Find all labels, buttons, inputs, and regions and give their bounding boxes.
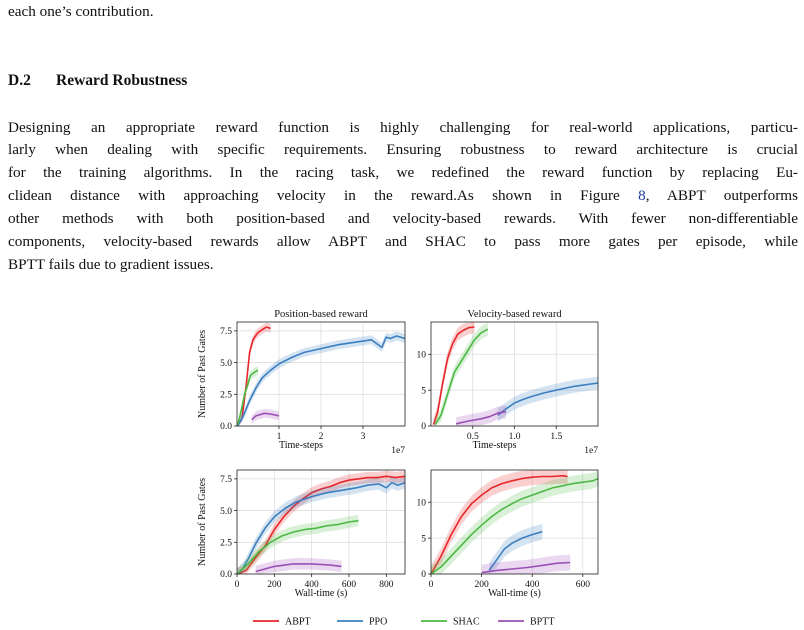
figure-8: 1 2 3 0.0 2.5 5.0 7.5 Position-based reward Time… [197,309,599,628]
series-band-bptt [251,408,279,425]
y-tick-label: 10 [417,498,427,508]
previous-paragraph-tail: each one’s contribution. [8,3,154,20]
paragraph-line-2: larly when dealing with specific require… [8,141,798,158]
subplot-2: 0.5 1.0 1.5 0 5 10 Velocity-based reward Time-s… [417,309,599,456]
series-band-shac [237,515,359,574]
series-line-bptt [455,410,507,425]
series-line-shac [236,519,359,575]
y-tick-label: 10 [417,350,427,360]
paragraph-line-5: other methods with both position-based a… [8,210,798,227]
paragraph-line-3: for the training algorithms. In the raci… [8,164,798,181]
series-band-ppo [497,376,598,422]
y-tick-label: 5 [421,386,426,396]
x-tick-label: 600 [576,580,591,590]
y-tick-label: 0.0 [220,570,232,580]
subplot-title: Velocity-based reward [467,309,562,320]
paragraph-line-6: components, velocity-based rewards allow… [8,233,798,250]
y-tick-label: 0 [421,570,426,580]
y-tick-label: 5 [421,534,426,544]
x-tick-label: 0 [429,580,434,590]
paragraph-line-7: BPTT fails due to gradient issues. [8,256,214,273]
y-tick-label: 2.5 [220,538,232,548]
x-tick-label: 3 [361,432,366,442]
plot-frame [236,469,406,575]
series-band-bptt [255,558,342,574]
section-number: D.2 [8,72,31,89]
legend-label-abpt: ABPT [285,617,311,628]
series-band-abpt [237,322,271,426]
paragraph-line-4-text: clidean distance with approaching veloci… [8,187,639,204]
subplot-3: 0 200 400 600 800 0.0 2.5 5.0 7.5 Wall-time (s) Nu… [197,469,406,599]
x-tick-label: 800 [379,580,394,590]
x-tick-label: 1 [277,432,282,442]
y-tick-label: 0 [421,422,426,432]
x-tick-label: 2 [319,432,324,442]
section-heading: D.2 Reward Robustness [8,72,187,90]
x-axis-label: Wall-time (s) [488,588,541,599]
y-tick-label: 2.5 [220,390,232,400]
series-line-abpt [432,326,475,425]
series-line-ppo [236,481,406,575]
x-axis-label: Time-steps [472,440,516,451]
y-tick-label: 0.0 [220,422,232,432]
x-axis-label: Time-steps [279,440,323,451]
series-line-shac [237,369,259,425]
series-line-bptt [251,412,280,421]
figure-reference-link[interactable]: 8 [638,187,646,204]
x-tick-label: 1.5 [550,432,562,442]
series-band-ppo [237,331,405,426]
y-tick-label: 7.5 [220,475,232,485]
y-tick-label: 7.5 [220,327,232,337]
x-tick-label: 400 [305,580,320,590]
series-line-shac [430,477,599,575]
series-line-ppo [237,335,406,427]
y-axis-label: Number of Past Gates [197,330,208,418]
subplot-1: 1 2 3 0.0 2.5 5.0 7.5 Position-based reward Time… [197,309,406,456]
series-band-shac [431,470,598,574]
paragraph-line-4-suffix: , ABPT outperforms [645,187,798,204]
subplot-4: 0 200 400 600 0 5 10 Wall-time (s) [417,469,599,599]
x-tick-label: 0 [235,580,240,590]
y-tick-label: 5.0 [220,507,232,517]
plot-frame [430,469,599,575]
paragraph-line-1: Designing an appropriate reward function… [8,119,798,136]
series-line-ppo [488,530,543,571]
series-line-bptt [481,561,571,574]
y-axis-label: Number of Past Gates [197,478,208,566]
series-line-abpt [430,474,568,575]
series-line-shac [434,328,489,426]
y-tick-label: 5.0 [220,359,232,369]
subplot-title: Position-based reward [274,309,368,320]
section-title: Reward Robustness [56,72,188,89]
figure-legend: ABPT PPO SHAC BPTT [253,617,554,628]
x-axis-multiplier: 1e7 [584,446,598,456]
x-axis-label: Wall-time (s) [295,588,348,599]
series-line-ppo [497,382,599,416]
x-tick-label: 200 [267,580,282,590]
legend-label-shac: SHAC [453,617,480,628]
legend-label-ppo: PPO [369,617,387,628]
series-line-bptt [255,563,342,573]
series-band-abpt [237,470,405,574]
series-line-abpt [237,326,271,426]
x-axis-multiplier: 1e7 [391,446,405,456]
x-tick-label: 400 [525,580,540,590]
paragraph-line-4: clidean distance with approaching veloci… [8,186,798,206]
x-tick-label: 1.0 [509,432,521,442]
x-tick-label: 200 [474,580,489,590]
x-tick-label: 0.5 [467,432,479,442]
x-tick-label: 600 [342,580,357,590]
legend-label-bptt: BPTT [530,617,554,628]
